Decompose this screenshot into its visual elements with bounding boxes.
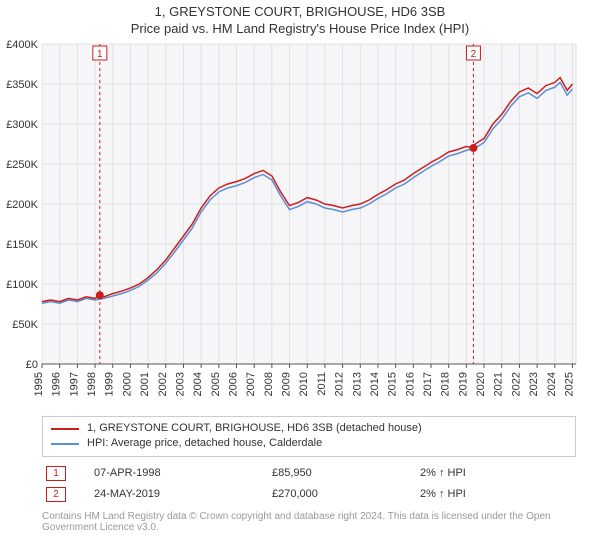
x-tick-label: 2003 xyxy=(174,372,186,396)
y-tick-label: £250K xyxy=(6,159,38,171)
y-tick-label: £100K xyxy=(6,279,38,291)
legend-label: HPI: Average price, detached house, Cald… xyxy=(87,436,322,451)
x-tick-label: 2025 xyxy=(563,372,575,396)
x-tick-label: 1996 xyxy=(51,372,63,396)
event-badge: 2 xyxy=(471,49,477,60)
y-tick-label: £50K xyxy=(12,319,38,331)
x-tick-label: 2023 xyxy=(528,372,540,396)
event-price: £85,950 xyxy=(268,463,416,484)
x-tick-label: 2002 xyxy=(157,372,169,396)
x-tick-label: 2021 xyxy=(493,372,505,396)
legend-swatch xyxy=(51,443,79,445)
chart-subtitle: Price paid vs. HM Land Registry's House … xyxy=(0,19,600,40)
x-tick-label: 2020 xyxy=(475,372,487,396)
legend-label: 1, GREYSTONE COURT, BRIGHOUSE, HD6 3SB (… xyxy=(87,421,422,436)
x-tick-label: 2000 xyxy=(121,372,133,396)
y-tick-label: £300K xyxy=(6,119,38,131)
x-tick-label: 2019 xyxy=(457,372,469,396)
x-tick-label: 2008 xyxy=(263,372,275,396)
event-table: 1 07-APR-1998£85,9502% ↑ HPI 2 24-MAY-2019£… xyxy=(42,463,576,505)
event-marker xyxy=(96,291,104,299)
x-tick-label: 2010 xyxy=(298,372,310,396)
x-tick-label: 2018 xyxy=(440,372,452,396)
x-tick-label: 2006 xyxy=(228,372,240,396)
footnote: Contains HM Land Registry data © Crown c… xyxy=(42,511,576,539)
x-tick-label: 2024 xyxy=(546,372,558,396)
x-tick-label: 1997 xyxy=(68,372,80,396)
x-tick-label: 2017 xyxy=(422,372,434,396)
chart-title: 1, GREYSTONE COURT, BRIGHOUSE, HD6 3SB xyxy=(0,0,600,19)
event-delta: 2% ↑ HPI xyxy=(416,463,576,484)
event-delta: 2% ↑ HPI xyxy=(416,484,576,505)
x-tick-label: 2009 xyxy=(281,372,293,396)
event-row: 2 24-MAY-2019£270,0002% ↑ HPI xyxy=(42,484,576,505)
y-tick-label: £200K xyxy=(6,199,38,211)
x-tick-label: 2005 xyxy=(210,372,222,396)
chart-svg: £0 £50K £100K £150K £200K £250K £300K £350K £400… xyxy=(0,40,600,410)
event-badge-cell: 1 xyxy=(46,466,66,481)
legend-item: 1, GREYSTONE COURT, BRIGHOUSE, HD6 3SB (… xyxy=(51,421,567,436)
x-tick-label: 1999 xyxy=(104,372,116,396)
event-row: 1 07-APR-1998£85,9502% ↑ HPI xyxy=(42,463,576,484)
x-tick-label: 2014 xyxy=(369,372,381,396)
legend-item: HPI: Average price, detached house, Cald… xyxy=(51,436,567,451)
x-tick-label: 2012 xyxy=(334,372,346,396)
x-tick-label: 2016 xyxy=(404,372,416,396)
price-chart: £0 £50K £100K £150K £200K £250K £300K £350K £400… xyxy=(0,40,600,410)
event-marker xyxy=(469,144,477,152)
x-tick-label: 2007 xyxy=(245,372,257,396)
y-tick-label: £400K xyxy=(6,40,38,51)
event-date: 24-MAY-2019 xyxy=(90,484,268,505)
y-tick-label: £150K xyxy=(6,239,38,251)
event-date: 07-APR-1998 xyxy=(90,463,268,484)
x-tick-label: 2001 xyxy=(139,372,151,396)
x-tick-label: 1995 xyxy=(33,372,45,396)
x-tick-label: 2011 xyxy=(316,372,328,396)
x-tick-label: 2013 xyxy=(351,372,363,396)
event-badge-cell: 2 xyxy=(46,487,66,502)
legend-swatch xyxy=(51,428,79,430)
x-tick-label: 2015 xyxy=(387,372,399,396)
y-tick-label: £0 xyxy=(26,359,38,371)
event-price: £270,000 xyxy=(268,484,416,505)
x-tick-label: 2022 xyxy=(510,372,522,396)
event-badge: 1 xyxy=(97,49,103,60)
legend: 1, GREYSTONE COURT, BRIGHOUSE, HD6 3SB (… xyxy=(42,416,576,457)
y-tick-label: £350K xyxy=(6,79,38,91)
x-tick-label: 2004 xyxy=(192,372,204,396)
x-tick-label: 1998 xyxy=(86,372,98,396)
